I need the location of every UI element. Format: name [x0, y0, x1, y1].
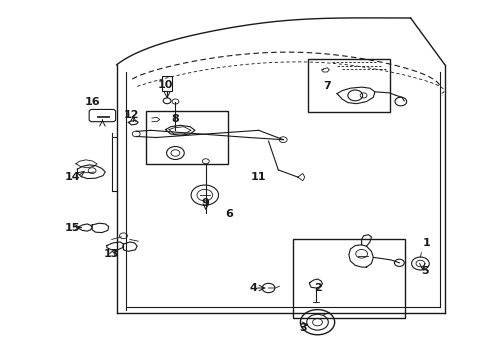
Bar: [308, 59, 390, 112]
Circle shape: [202, 159, 209, 164]
Text: 12: 12: [123, 110, 139, 120]
Text: 3: 3: [299, 323, 307, 333]
Circle shape: [163, 98, 171, 104]
Text: 13: 13: [104, 249, 120, 259]
Text: 7: 7: [323, 81, 331, 91]
Text: 8: 8: [172, 114, 179, 124]
Text: 5: 5: [421, 266, 429, 276]
Text: 10: 10: [158, 80, 173, 90]
Bar: [293, 239, 405, 318]
Text: 9: 9: [201, 198, 209, 208]
Bar: [162, 76, 172, 91]
Text: 16: 16: [84, 96, 100, 107]
Text: 14: 14: [65, 172, 80, 182]
Text: 6: 6: [225, 209, 233, 219]
Bar: [146, 111, 228, 164]
Text: 15: 15: [65, 222, 80, 233]
Text: 2: 2: [314, 283, 321, 293]
Text: 4: 4: [250, 283, 258, 293]
Text: 1: 1: [422, 238, 430, 248]
Text: 11: 11: [251, 172, 267, 182]
